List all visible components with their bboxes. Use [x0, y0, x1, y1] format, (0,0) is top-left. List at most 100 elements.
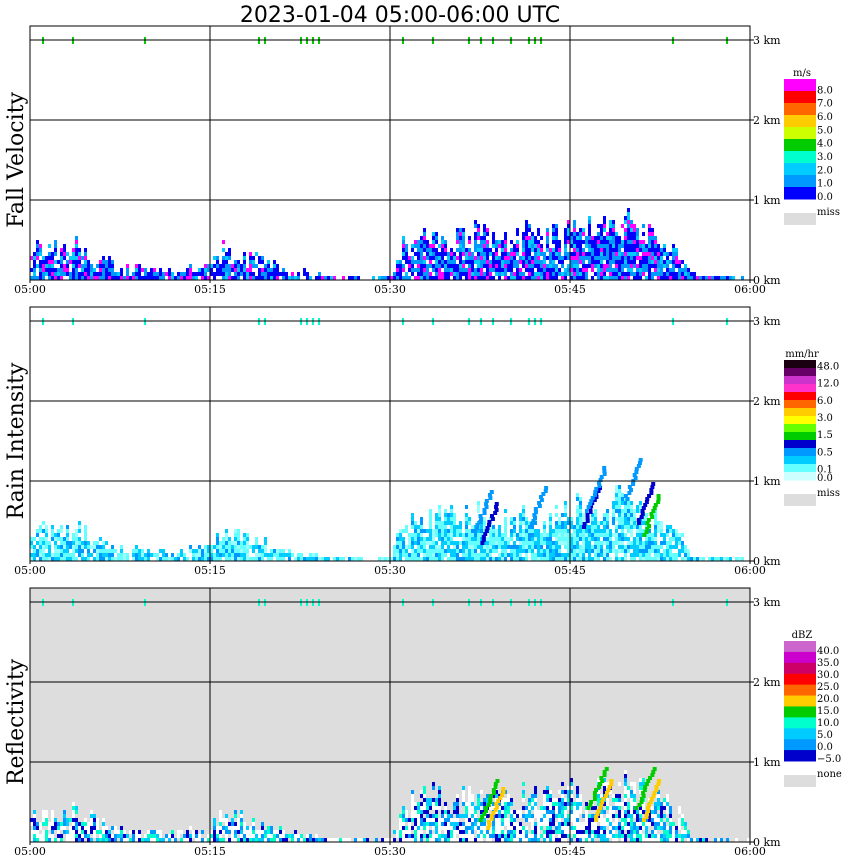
echo-cell [180, 549, 183, 553]
echo-cell [531, 541, 534, 545]
echo-cell [228, 248, 231, 252]
echo-cell [522, 260, 525, 264]
echo-cell [414, 537, 417, 541]
echo-cell [276, 276, 279, 280]
echo-cell [420, 814, 423, 818]
echo-cell [414, 549, 417, 553]
echo-cell [558, 248, 561, 252]
echo-cell [42, 557, 45, 561]
echo-cell [84, 557, 87, 561]
echo-cell [441, 529, 444, 533]
echo-cell [576, 790, 579, 794]
echo-cell [624, 533, 627, 537]
echo-cell [81, 826, 84, 830]
echo-cell [615, 826, 618, 830]
echo-cell [402, 529, 405, 533]
echo-cell [438, 533, 441, 537]
echo-cell [471, 541, 474, 545]
echo-cell [735, 557, 738, 561]
echo-cell [660, 822, 663, 826]
echo-cell [75, 826, 78, 830]
echo-cell [186, 834, 189, 838]
echo-cell [441, 826, 444, 830]
echo-cell [567, 806, 570, 810]
echo-cell [285, 553, 288, 557]
echo-cell [195, 834, 198, 838]
echo-cell [33, 537, 36, 541]
echo-cell [477, 541, 480, 545]
echo-cell [552, 232, 555, 236]
echo-cell [456, 236, 459, 240]
echo-cell [426, 806, 429, 810]
echo-cell [90, 276, 93, 280]
echo-cell [558, 802, 561, 806]
echo-cell [102, 545, 105, 549]
echo-cell [252, 549, 255, 553]
echo-cell [276, 553, 279, 557]
echo-cell [663, 557, 666, 561]
echo-cell [93, 822, 96, 826]
echo-cell [72, 248, 75, 252]
echo-cell [663, 826, 666, 830]
echo-cell [714, 276, 717, 280]
echo-cell [495, 244, 498, 248]
echo-cell [420, 276, 423, 280]
echo-cell [78, 549, 81, 553]
echo-cell [435, 830, 438, 834]
echo-cell [51, 830, 54, 834]
echo-cell [195, 272, 198, 276]
echo-cell [213, 553, 216, 557]
echo-cell [588, 244, 591, 248]
echo-cell [534, 553, 537, 557]
echo-cell [627, 236, 630, 240]
echo-cell [399, 818, 402, 822]
echo-cell [519, 513, 522, 517]
echo-cell [672, 244, 675, 248]
echo-cell [447, 533, 450, 537]
echo-cell [462, 260, 465, 264]
echo-cell [627, 232, 630, 236]
echo-cell [633, 802, 636, 806]
echo-cell [312, 557, 315, 561]
echo-cell [429, 553, 432, 557]
echo-cell [564, 272, 567, 276]
echo-cell [432, 248, 435, 252]
echo-cell [576, 806, 579, 810]
echo-cell [582, 240, 585, 244]
echo-cell [453, 260, 456, 264]
echo-cell [621, 525, 624, 529]
colorbar-unit: m/s [793, 68, 811, 79]
echo-cell [57, 529, 60, 533]
echo-cell [573, 553, 576, 557]
echo-cell [636, 268, 639, 272]
echo-cell [405, 525, 408, 529]
echo-cell [84, 260, 87, 264]
echo-cell [78, 248, 81, 252]
echo-cell [48, 264, 51, 268]
echo-cell [462, 545, 465, 549]
echo-cell [513, 830, 516, 834]
echo-cell [621, 826, 624, 830]
echo-cell [636, 818, 639, 822]
echo-cell [222, 549, 225, 553]
echo-cell [252, 822, 255, 826]
echo-cell [657, 790, 660, 794]
echo-cell [555, 838, 558, 842]
echo-cell [498, 806, 501, 810]
colorbar-swatch [784, 175, 816, 188]
echo-cell [537, 818, 540, 822]
echo-cell [552, 545, 555, 549]
echo-cell [93, 818, 96, 822]
echo-cell [141, 268, 144, 272]
x-tick-label: 05:00 [14, 283, 46, 296]
echo-cell [534, 533, 537, 537]
echo-cell [663, 260, 666, 264]
echo-cell [675, 276, 678, 280]
echo-cell [462, 834, 465, 838]
echo-cell [423, 256, 426, 260]
echo-cell [570, 260, 573, 264]
echo-cell [177, 276, 180, 280]
echo-cell [441, 252, 444, 256]
echo-cell [474, 818, 477, 822]
echo-cell [456, 240, 459, 244]
